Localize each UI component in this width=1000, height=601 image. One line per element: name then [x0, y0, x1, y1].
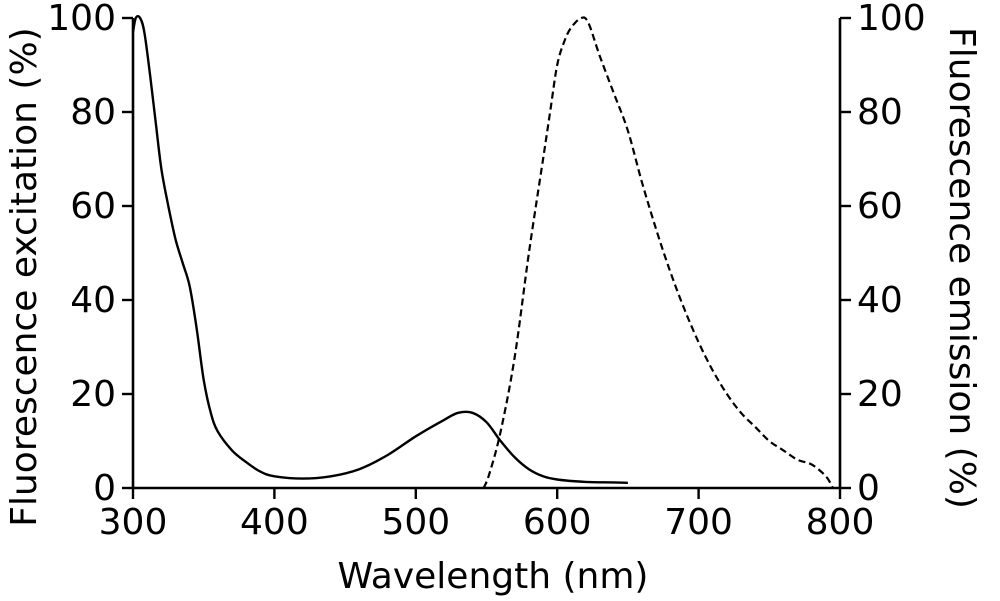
- y-axis-title-right: Fluorescence emission (%): [941, 27, 982, 509]
- x-tick-label: 400: [240, 502, 309, 543]
- series-line-emission: [482, 16, 834, 489]
- y-tick-label-right: 100: [857, 0, 926, 39]
- axes: [131, 18, 842, 490]
- y-tick-label-left: 20: [70, 374, 116, 415]
- x-tick-label: 800: [806, 502, 875, 543]
- y-tick-label-left: 0: [93, 468, 116, 509]
- y-tick-label-left: 40: [70, 280, 116, 321]
- x-tick-label: 700: [664, 502, 733, 543]
- y-tick-label-left: 60: [70, 186, 116, 227]
- y-tick-label-right: 20: [857, 374, 903, 415]
- y-tick-label-right: 80: [857, 92, 903, 133]
- y-tick-label-left: 100: [47, 0, 116, 39]
- y-axis-title-left: Fluorescence excitation (%): [4, 27, 45, 526]
- y-tick-label-right: 0: [857, 468, 880, 509]
- y-tick-label-left: 80: [70, 92, 116, 133]
- x-axis-title: Wavelength (nm): [338, 556, 649, 597]
- series-group: [131, 15, 834, 489]
- y-tick-label-right: 60: [857, 186, 903, 227]
- x-tick-label: 300: [99, 502, 168, 543]
- x-tick-label: 600: [523, 502, 592, 543]
- y-tick-label-right: 40: [857, 280, 903, 321]
- x-tick-label: 500: [381, 502, 450, 543]
- series-line-excitation: [131, 15, 628, 484]
